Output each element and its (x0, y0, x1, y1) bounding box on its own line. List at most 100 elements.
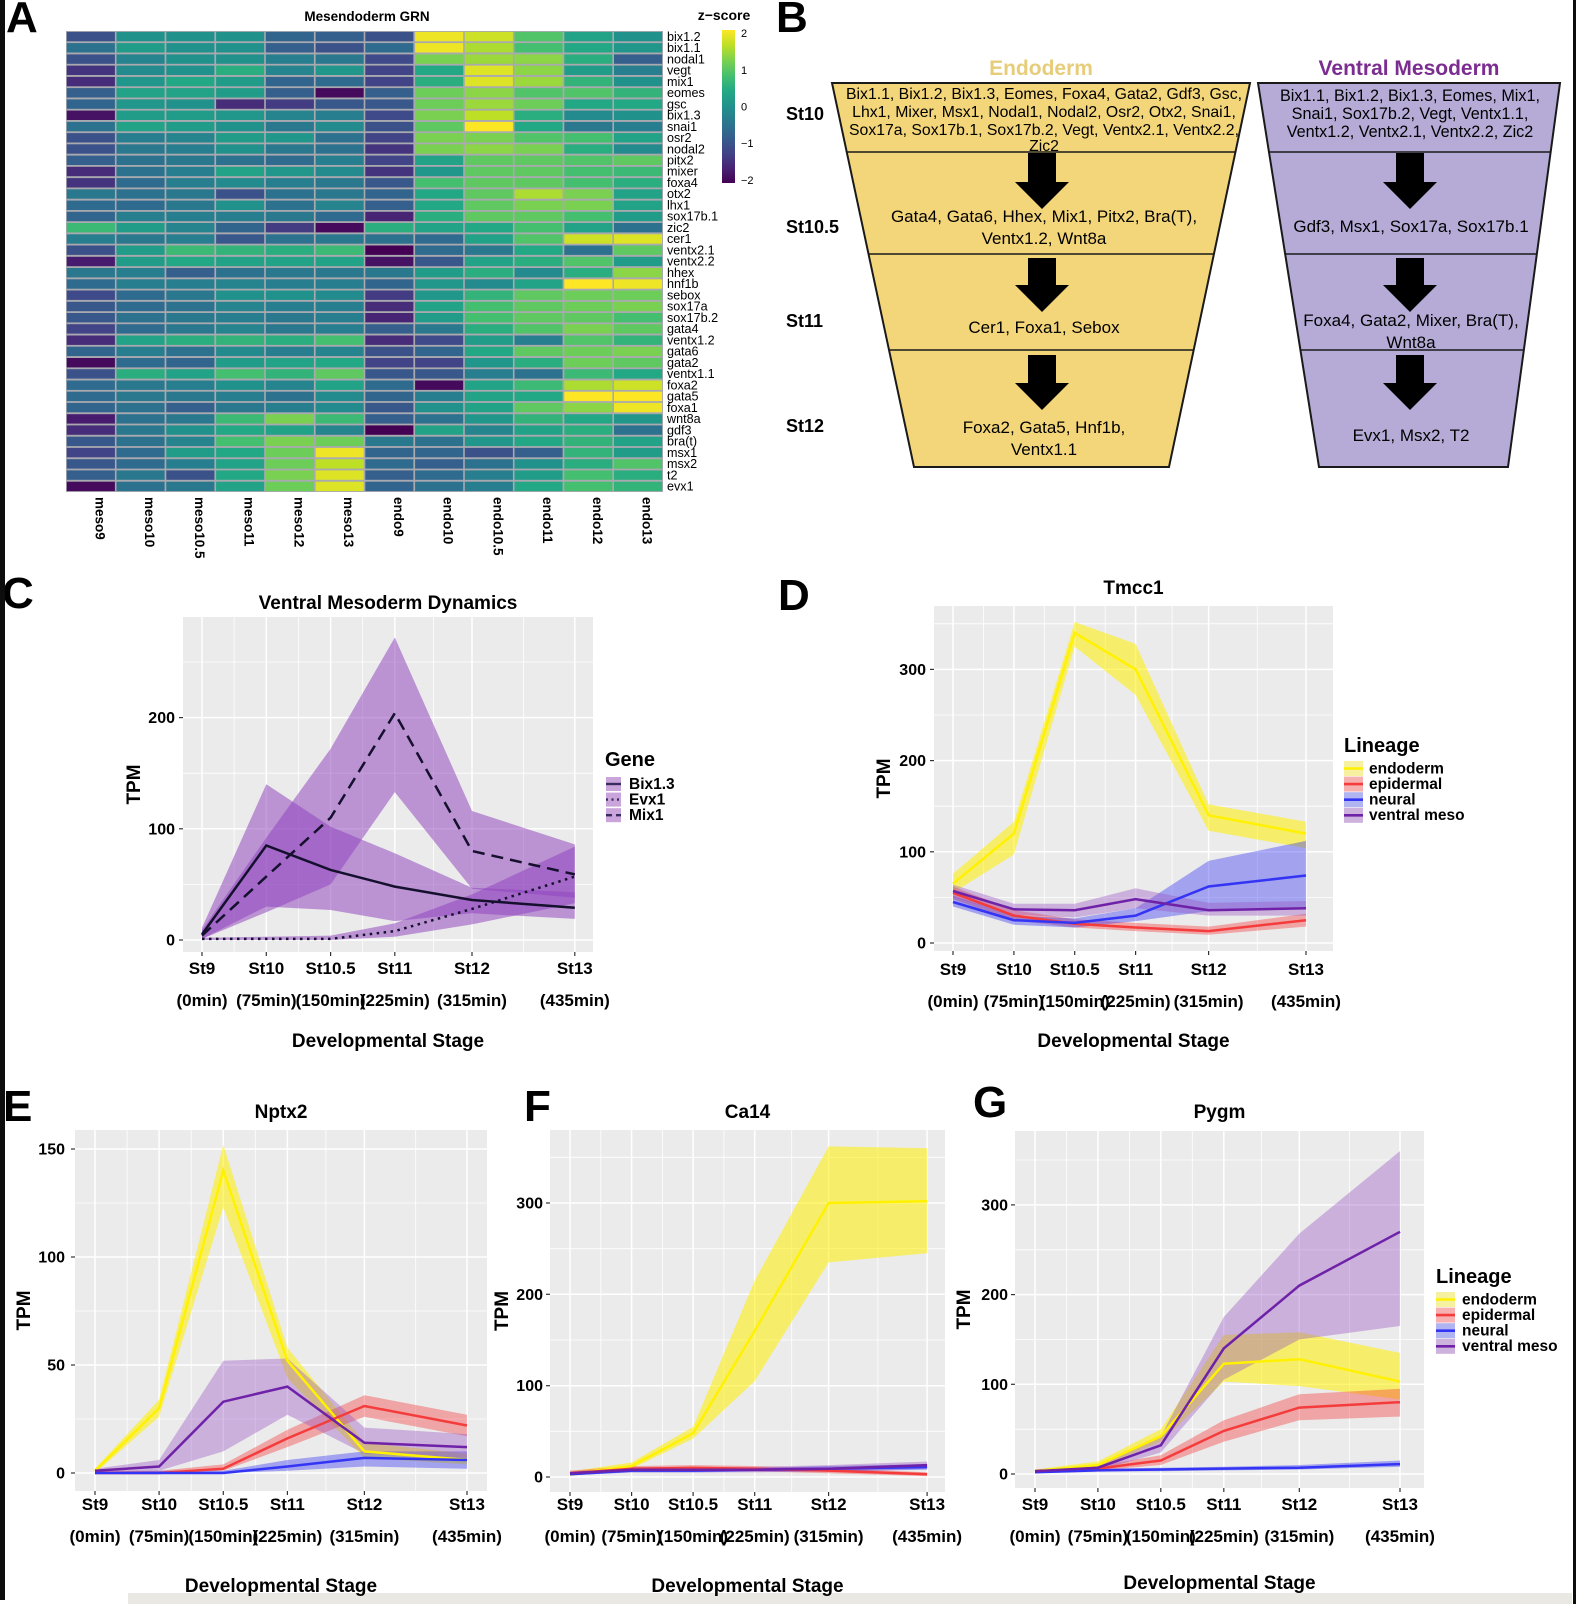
svg-text:(150min): (150min) (658, 1527, 728, 1546)
svg-text:St9: St9 (1022, 1495, 1048, 1514)
svg-text:Nptx2: Nptx2 (255, 1102, 308, 1123)
svg-text:St9: St9 (82, 1495, 108, 1514)
svg-text:endoderm: endoderm (1369, 760, 1444, 777)
svg-text:0: 0 (917, 936, 926, 953)
svg-text:hnf1b: hnf1b (667, 277, 699, 291)
svg-text:Evx1, Msx2, T2: Evx1, Msx2, T2 (1353, 426, 1470, 445)
svg-text:St12: St12 (1191, 960, 1227, 979)
svg-text:bra(t): bra(t) (667, 435, 697, 449)
svg-text:Tmcc1: Tmcc1 (1103, 578, 1164, 599)
svg-text:50: 50 (47, 1358, 65, 1375)
svg-text:St13: St13 (1382, 1495, 1418, 1514)
svg-text:Developmental Stage: Developmental Stage (1123, 1573, 1315, 1594)
svg-text:mix1: mix1 (667, 75, 694, 89)
svg-text:Pygm: Pygm (1194, 1102, 1246, 1123)
svg-text:−1: −1 (741, 138, 754, 150)
svg-text:B: B (776, 0, 808, 42)
svg-text:St12: St12 (786, 416, 824, 436)
svg-text:St11: St11 (737, 1495, 772, 1514)
svg-text:ventx2.1: ventx2.1 (667, 244, 715, 258)
svg-text:St11: St11 (786, 311, 823, 331)
svg-text:C: C (2, 569, 34, 618)
svg-text:St10.5: St10.5 (198, 1495, 248, 1514)
svg-text:(150min): (150min) (1126, 1527, 1196, 1546)
svg-text:(435min): (435min) (1365, 1527, 1435, 1546)
svg-text:(0min): (0min) (70, 1527, 121, 1546)
svg-text:ventx1.1: ventx1.1 (667, 367, 715, 381)
svg-text:St9: St9 (189, 959, 215, 978)
svg-text:mixer: mixer (667, 165, 698, 179)
svg-text:(150min): (150min) (1040, 992, 1110, 1011)
svg-text:gdf3: gdf3 (667, 423, 692, 437)
svg-text:(75min): (75min) (1068, 1527, 1128, 1546)
svg-text:200: 200 (148, 710, 175, 727)
svg-text:endo13: endo13 (640, 497, 655, 545)
svg-text:St10: St10 (141, 1495, 177, 1514)
svg-text:endo9: endo9 (391, 497, 406, 537)
svg-text:neural: neural (1369, 792, 1416, 809)
svg-text:osr2: osr2 (667, 131, 692, 145)
svg-text:endo12: endo12 (590, 497, 605, 544)
svg-text:Developmental Stage: Developmental Stage (651, 1576, 843, 1597)
svg-text:St9: St9 (940, 960, 966, 979)
svg-text:snai1: snai1 (667, 120, 697, 134)
svg-text:endoderm: endoderm (1462, 1291, 1537, 1308)
svg-text:(0min): (0min) (928, 992, 979, 1011)
svg-text:(0min): (0min) (177, 991, 228, 1010)
svg-text:Ventx1.1: Ventx1.1 (1011, 440, 1077, 459)
svg-text:St13: St13 (1288, 960, 1324, 979)
svg-text:100: 100 (516, 1378, 543, 1395)
svg-text:endo10: endo10 (441, 497, 456, 544)
svg-text:Foxa2, Gata5, Hnf1b,: Foxa2, Gata5, Hnf1b, (963, 418, 1126, 437)
svg-text:E: E (3, 1082, 32, 1131)
svg-text:nodal2: nodal2 (667, 142, 705, 156)
svg-text:G: G (973, 1078, 1007, 1127)
svg-text:Wnt8a: Wnt8a (1386, 333, 1436, 352)
svg-text:D: D (778, 571, 810, 620)
svg-text:Lhx1, Mixer, Msx1, Nodal1, Nod: Lhx1, Mixer, Msx1, Nodal1, Nodal2, Osr2,… (852, 104, 1236, 121)
svg-text:200: 200 (516, 1287, 543, 1304)
svg-text:gata5: gata5 (667, 390, 699, 404)
svg-text:0: 0 (166, 933, 175, 950)
svg-text:Lineage: Lineage (1344, 735, 1420, 757)
svg-text:sox17b.1: sox17b.1 (667, 210, 718, 224)
svg-text:t2: t2 (667, 468, 678, 482)
svg-text:200: 200 (981, 1287, 1008, 1304)
svg-text:St10: St10 (786, 104, 824, 124)
svg-text:(225min): (225min) (360, 991, 430, 1010)
svg-text:msx2: msx2 (667, 457, 697, 471)
svg-text:(225min): (225min) (1101, 992, 1171, 1011)
svg-text:neural: neural (1462, 1323, 1509, 1340)
svg-text:Ventx1.2, Wnt8a: Ventx1.2, Wnt8a (982, 229, 1107, 248)
svg-text:St9: St9 (557, 1495, 583, 1514)
svg-text:Endoderm: Endoderm (989, 57, 1093, 80)
svg-text:(435min): (435min) (1271, 992, 1341, 1011)
svg-text:endo11: endo11 (540, 497, 555, 544)
svg-text:vegt: vegt (667, 64, 691, 78)
svg-text:msx1: msx1 (667, 446, 697, 460)
svg-text:meso13: meso13 (341, 497, 356, 548)
svg-text:bix1.2: bix1.2 (667, 30, 701, 44)
svg-text:(150min): (150min) (296, 991, 366, 1010)
svg-text:2: 2 (741, 28, 747, 40)
svg-text:meso9: meso9 (92, 497, 107, 540)
svg-text:St12: St12 (346, 1495, 382, 1514)
svg-text:200: 200 (899, 753, 926, 770)
svg-text:Snai1, Sox17b.2, Vegt, Ventx1.: Snai1, Sox17b.2, Vegt, Ventx1.1, (1292, 105, 1529, 123)
svg-text:St10.5: St10.5 (1050, 960, 1100, 979)
svg-text:sox17a: sox17a (667, 300, 708, 314)
svg-text:Ventral Mesoderm Dynamics: Ventral Mesoderm Dynamics (259, 593, 518, 614)
svg-text:St11: St11 (1118, 960, 1153, 979)
svg-text:hhex: hhex (667, 266, 695, 280)
svg-text:(435min): (435min) (432, 1527, 502, 1546)
svg-text:foxa1: foxa1 (667, 401, 698, 415)
svg-text:300: 300 (981, 1197, 1008, 1214)
svg-text:F: F (524, 1082, 551, 1131)
svg-text:gata2: gata2 (667, 356, 699, 370)
svg-text:Developmental Stage: Developmental Stage (1037, 1031, 1229, 1052)
svg-text:Lineage: Lineage (1436, 1266, 1512, 1288)
svg-text:St10: St10 (996, 960, 1032, 979)
svg-text:meso10: meso10 (142, 497, 157, 547)
svg-text:Developmental Stage: Developmental Stage (292, 1031, 484, 1052)
svg-text:St10.5: St10.5 (306, 959, 356, 978)
